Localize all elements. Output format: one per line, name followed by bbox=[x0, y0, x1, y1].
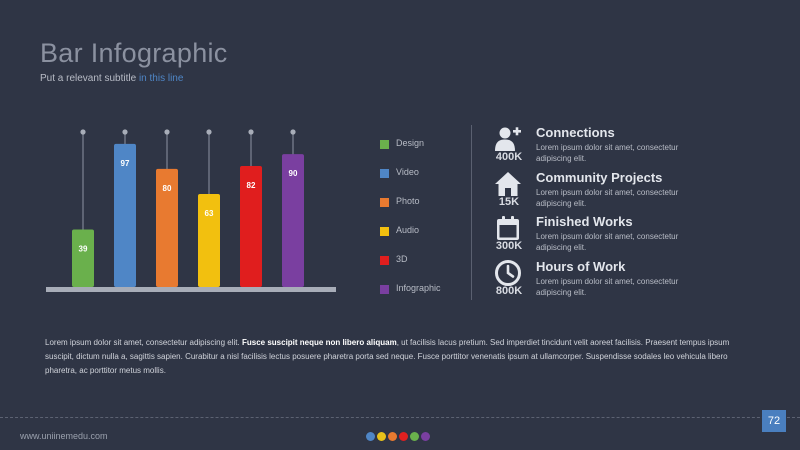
slide-subtitle: Put a relevant subtitle in this line bbox=[40, 73, 183, 84]
body-paragraph: Lorem ipsum dolor sit amet, consectetur … bbox=[45, 336, 745, 378]
body-text-bold: Fusce suscipit neque non libero aliquam bbox=[241, 338, 397, 347]
footer-divider bbox=[0, 417, 800, 418]
bar-pin-dot bbox=[164, 129, 170, 135]
stat-description: Lorem ipsum dolor sit amet, consectetur … bbox=[536, 188, 679, 208]
legend-item: Audio bbox=[380, 225, 470, 254]
legend-label: 3D bbox=[396, 254, 408, 264]
stat-hours-of-work: 800K Hours of Work Lorem ipsum dolor sit… bbox=[492, 259, 792, 303]
bar bbox=[72, 229, 94, 287]
body-text-part2: , ut facilisis lacus pretium. Sed imperd… bbox=[45, 338, 730, 375]
legend-swatch bbox=[380, 256, 389, 265]
stat-title: Finished Works bbox=[536, 214, 633, 229]
footer-url[interactable]: www.uniinemedu.com bbox=[20, 431, 108, 441]
legend-swatch bbox=[380, 198, 389, 207]
legend-label: Infographic bbox=[396, 283, 441, 293]
footer-dot bbox=[366, 432, 375, 441]
stat-value: 400K bbox=[495, 151, 523, 163]
footer-color-dots bbox=[366, 432, 430, 441]
footer-dot bbox=[388, 432, 397, 441]
legend-item: Photo bbox=[380, 196, 470, 225]
stat-title: Hours of Work bbox=[536, 259, 626, 274]
stat-description: Lorem ipsum dolor sit amet, consectetur … bbox=[536, 232, 679, 252]
bar-pin-dot bbox=[122, 129, 128, 135]
subtitle-accent: in this line bbox=[138, 73, 184, 84]
stat-title: Community Projects bbox=[536, 170, 663, 185]
calendar-icon bbox=[497, 216, 519, 240]
bar-pin-dot bbox=[206, 129, 212, 135]
bar-value-label: 63 bbox=[205, 209, 214, 218]
bar-pin-dot bbox=[290, 129, 296, 135]
bar bbox=[282, 154, 304, 287]
legend-swatch bbox=[380, 140, 389, 149]
body-text-part1: Lorem ipsum dolor sit amet, consectetur … bbox=[45, 338, 242, 347]
stat-finished-works: 300K Finished Works Lorem ipsum dolor si… bbox=[492, 214, 792, 258]
home-icon bbox=[495, 172, 521, 196]
stat-title: Connections bbox=[536, 125, 615, 140]
legend-label: Audio bbox=[396, 225, 420, 235]
bar-pin-dot bbox=[80, 129, 86, 135]
legend-item: Video bbox=[380, 167, 470, 196]
stat-description: Lorem ipsum dolor sit amet, consectetur … bbox=[536, 143, 679, 163]
bar bbox=[198, 194, 220, 287]
bar bbox=[240, 165, 262, 287]
slide-title: Bar Infographic bbox=[40, 38, 228, 68]
legend-label: Design bbox=[396, 138, 425, 148]
bar bbox=[114, 143, 136, 287]
bar-value-label: 82 bbox=[247, 181, 256, 190]
stat-description: Lorem ipsum dolor sit amet, consectetur … bbox=[536, 277, 679, 297]
legend-item: Infographic bbox=[380, 283, 470, 312]
stat-community-projects: 15K Community Projects Lorem ipsum dolor… bbox=[492, 170, 792, 214]
user-add-icon bbox=[495, 127, 521, 151]
page-number-badge: 72 bbox=[762, 410, 786, 432]
chart-baseline bbox=[46, 287, 336, 292]
bar-value-label: 90 bbox=[289, 169, 298, 178]
legend-swatch bbox=[380, 169, 389, 178]
bar-value-label: 39 bbox=[79, 244, 88, 253]
footer-dot bbox=[410, 432, 419, 441]
bar-value-label: 97 bbox=[121, 159, 130, 168]
legend-item: Design bbox=[380, 138, 470, 167]
stat-value: 15K bbox=[498, 196, 520, 208]
bar bbox=[156, 168, 178, 287]
bar-pin-dot bbox=[248, 129, 254, 135]
legend-swatch bbox=[380, 227, 389, 236]
stat-value: 300K bbox=[495, 240, 523, 252]
footer-dot bbox=[421, 432, 430, 441]
legend-label: Photo bbox=[396, 196, 420, 206]
bar-chart: 39 97 80 63 82 90 bbox=[46, 129, 336, 292]
legend-swatch bbox=[380, 285, 389, 294]
vertical-divider bbox=[471, 125, 472, 300]
legend-item: 3D bbox=[380, 254, 470, 283]
footer-dot bbox=[377, 432, 386, 441]
stat-value: 800K bbox=[495, 285, 523, 297]
subtitle-text: Put a relevant subtitle bbox=[40, 73, 139, 84]
bar-value-label: 80 bbox=[163, 184, 172, 193]
chart-legend: Design Video Photo Audio 3D Infographic bbox=[380, 138, 470, 312]
footer-dot bbox=[399, 432, 408, 441]
stat-connections: 400K Connections Lorem ipsum dolor sit a… bbox=[492, 125, 792, 169]
legend-label: Video bbox=[396, 167, 419, 177]
clock-icon bbox=[495, 260, 521, 286]
